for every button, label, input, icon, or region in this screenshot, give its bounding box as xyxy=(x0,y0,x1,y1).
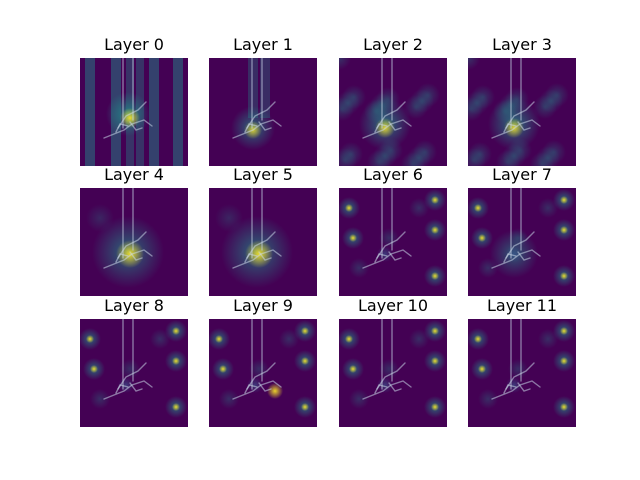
panel-title-layer-6: Layer 6 xyxy=(363,165,423,184)
heatmap-layer-4 xyxy=(80,188,188,296)
panel-title-layer-2: Layer 2 xyxy=(363,35,423,54)
heatmap-layer-11 xyxy=(468,319,576,427)
heatmap-layer-2 xyxy=(339,58,447,166)
heatmap-layer-8 xyxy=(80,319,188,427)
heatmap-layer-9 xyxy=(209,319,317,427)
heatmap-layer-1 xyxy=(209,58,317,166)
panel-title-layer-4: Layer 4 xyxy=(104,165,164,184)
heatmap-layer-3 xyxy=(468,58,576,166)
heatmap-layer-0 xyxy=(80,58,188,166)
heatmap-layer-10 xyxy=(339,319,447,427)
heatmap-layer-5 xyxy=(209,188,317,296)
panel-title-layer-11: Layer 11 xyxy=(486,296,558,315)
panel-title-layer-5: Layer 5 xyxy=(233,165,293,184)
panel-title-layer-1: Layer 1 xyxy=(233,35,293,54)
panel-title-layer-9: Layer 9 xyxy=(233,296,293,315)
heatmap-layer-7 xyxy=(468,188,576,296)
panel-title-layer-0: Layer 0 xyxy=(104,35,164,54)
panel-title-layer-7: Layer 7 xyxy=(492,165,552,184)
panel-title-layer-3: Layer 3 xyxy=(492,35,552,54)
panel-title-layer-10: Layer 10 xyxy=(357,296,429,315)
panel-title-layer-8: Layer 8 xyxy=(104,296,164,315)
heatmap-layer-6 xyxy=(339,188,447,296)
